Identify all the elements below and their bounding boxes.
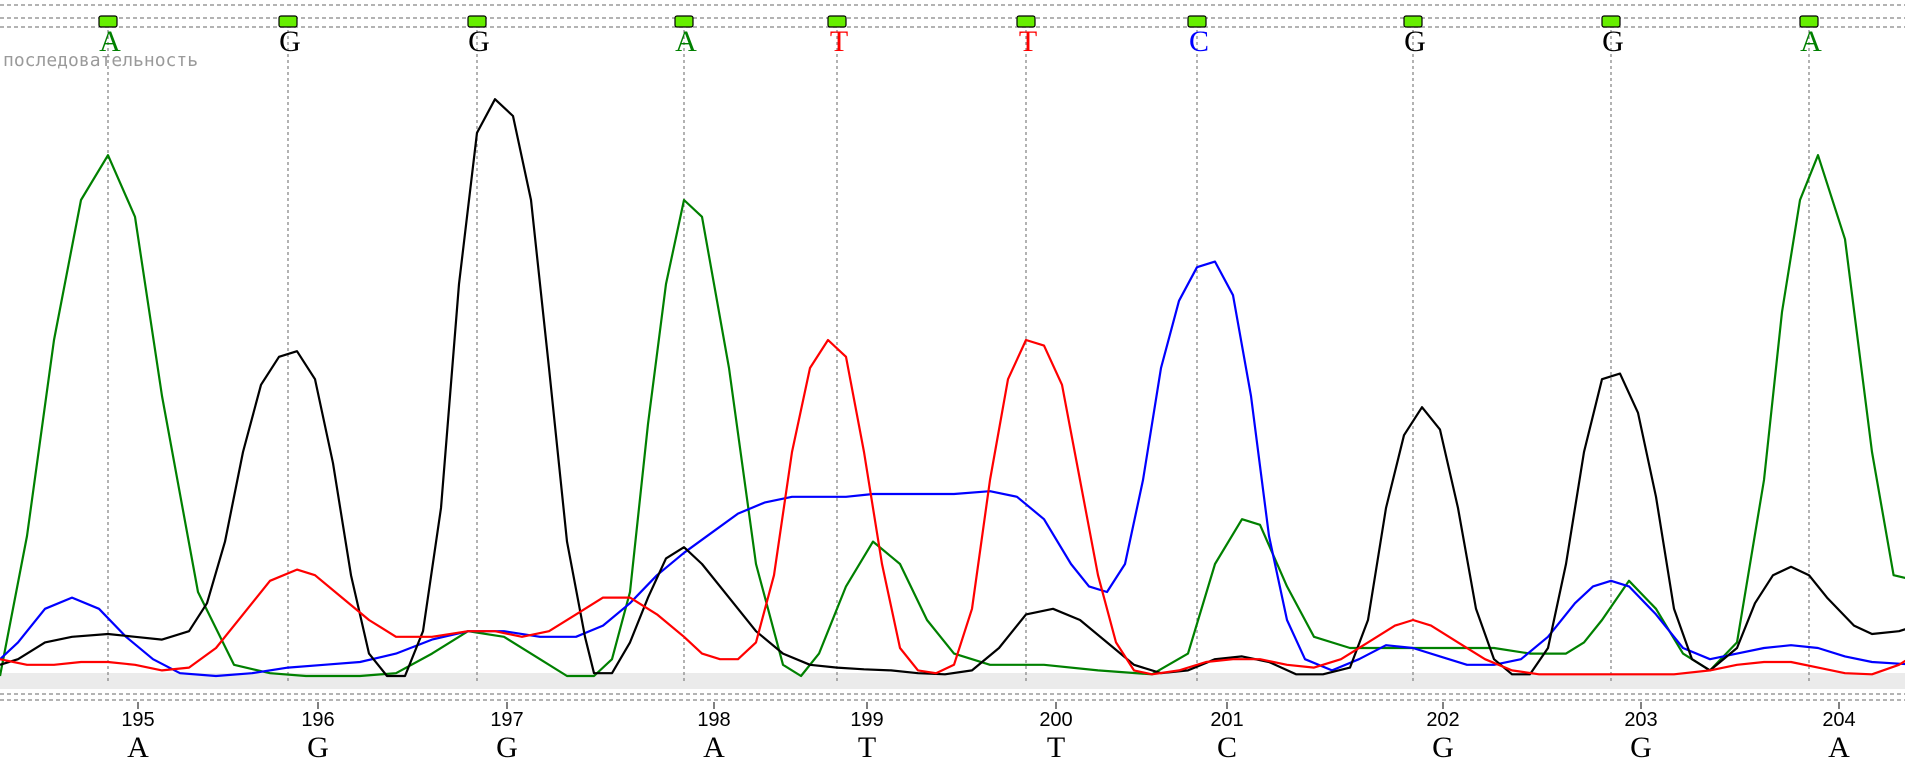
trace-G: [0, 98, 1905, 678]
position-tick-label: 195: [121, 709, 154, 731]
base-call-label: A: [99, 25, 121, 58]
called-base-label: G: [496, 731, 518, 764]
base-call-marker[interactable]: [467, 15, 487, 28]
position-tick-label: 199: [850, 709, 883, 731]
position-tick-label: 201: [1210, 709, 1243, 731]
base-call-marker[interactable]: [98, 15, 118, 28]
base-call-marker[interactable]: [1799, 15, 1819, 28]
base-call-markers[interactable]: [98, 15, 1819, 28]
base-call-label: G: [468, 25, 490, 58]
position-tick-label: 197: [490, 709, 523, 731]
called-base-label: G: [1630, 731, 1652, 764]
chart-frame: [0, 4, 1905, 701]
position-tick-label: 204: [1822, 709, 1855, 731]
called-base-label: A: [703, 731, 725, 764]
called-base-label: A: [127, 731, 149, 764]
position-tick-label: 198: [697, 709, 730, 731]
called-base-label: G: [1432, 731, 1454, 764]
trace-lines: [0, 98, 1905, 678]
base-call-label: A: [675, 25, 697, 58]
base-call-label: A: [1800, 25, 1822, 58]
position-tick-label: 203: [1624, 709, 1657, 731]
base-call-marker[interactable]: [1601, 15, 1621, 28]
base-call-marker[interactable]: [827, 15, 847, 28]
trace-T: [0, 338, 1905, 676]
called-base-label: T: [1047, 731, 1065, 764]
trace-C: [0, 260, 1905, 678]
base-call-label: G: [1602, 25, 1624, 58]
position-tick-label: 200: [1039, 709, 1072, 731]
base-call-label: T: [1019, 25, 1037, 58]
base-call-marker[interactable]: [1403, 15, 1423, 28]
called-base-label: T: [858, 731, 876, 764]
trace-A: [0, 154, 1905, 678]
called-base-label: G: [307, 731, 329, 764]
baseline-band: [0, 673, 1905, 689]
base-call-marker[interactable]: [674, 15, 694, 28]
base-call-label: G: [1404, 25, 1426, 58]
called-base-label: C: [1217, 731, 1237, 764]
sequence-section-label: последовательность: [3, 50, 198, 71]
base-call-label: G: [279, 25, 301, 58]
base-call-label: C: [1189, 25, 1209, 58]
base-call-marker[interactable]: [278, 15, 298, 28]
base-guide-lines: [107, 30, 1810, 682]
base-call-marker[interactable]: [1016, 15, 1036, 28]
base-call-marker[interactable]: [1187, 15, 1207, 28]
base-call-label: T: [830, 25, 848, 58]
position-tick-label: 202: [1426, 709, 1459, 731]
position-tick-label: 196: [301, 709, 334, 731]
called-base-label: A: [1828, 731, 1850, 764]
